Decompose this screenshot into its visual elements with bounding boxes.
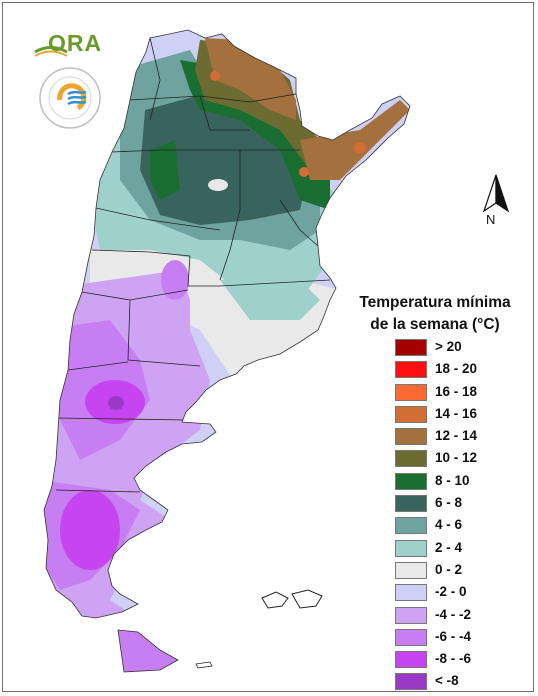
legend-swatch bbox=[395, 606, 427, 624]
legend-swatch bbox=[395, 428, 427, 446]
tierra-del-fuego bbox=[117, 629, 179, 673]
legend-swatch bbox=[395, 472, 427, 490]
legend-swatch bbox=[395, 584, 427, 602]
legend-swatch bbox=[395, 651, 427, 669]
legend-label: 16 - 18 bbox=[435, 383, 478, 399]
legend-label: -2 - 0 bbox=[435, 584, 467, 600]
smn-logo bbox=[39, 67, 101, 129]
legend-label: 6 - 8 bbox=[435, 495, 463, 511]
north-label: N bbox=[486, 212, 496, 227]
legend-swatch bbox=[395, 405, 427, 423]
legend-label: 10 - 12 bbox=[435, 450, 478, 466]
legend-swatch bbox=[395, 561, 427, 579]
legend-swatch bbox=[395, 628, 427, 646]
legend-swatch bbox=[395, 517, 427, 535]
legend-label: 2 - 4 bbox=[435, 539, 463, 555]
legend-label: 14 - 16 bbox=[435, 405, 478, 421]
legend-label: 12 - 14 bbox=[435, 428, 478, 444]
legend-title-line1: Temperatura mínima bbox=[359, 294, 511, 311]
legend-label: 4 - 6 bbox=[435, 517, 463, 533]
legend-label: > 20 bbox=[435, 339, 462, 354]
legend-label: 0 - 2 bbox=[435, 561, 463, 577]
legend-swatch bbox=[395, 539, 427, 557]
legend-swatch bbox=[395, 361, 427, 379]
legend-label: 18 - 20 bbox=[435, 361, 478, 377]
legend-swatch bbox=[395, 383, 427, 401]
legend-swatch bbox=[395, 673, 427, 691]
legend-title-line2: de la semana (°C) bbox=[370, 316, 500, 333]
legend-label: -8 - -6 bbox=[435, 651, 472, 667]
legend-label: -4 - -2 bbox=[435, 606, 472, 622]
isla-de-los-estados bbox=[195, 661, 213, 669]
north-arrow-icon bbox=[482, 174, 510, 213]
legend-label: -6 - -4 bbox=[435, 628, 472, 644]
legend-label: < -8 bbox=[435, 673, 459, 689]
mainland-outline bbox=[43, 29, 411, 619]
legend-label: 8 - 10 bbox=[435, 472, 470, 488]
malvinas-islands bbox=[261, 589, 323, 609]
legend-title: Temperatura mínima de la semana (°C) bbox=[330, 292, 538, 336]
legend-swatch bbox=[395, 495, 427, 513]
province-boundaries bbox=[55, 37, 331, 493]
temperature-bands bbox=[44, 38, 410, 618]
ora-logo bbox=[34, 46, 68, 57]
legend-swatch bbox=[395, 450, 427, 468]
ora-logo-text: ORA bbox=[48, 30, 103, 56]
legend-swatch bbox=[395, 339, 427, 356]
